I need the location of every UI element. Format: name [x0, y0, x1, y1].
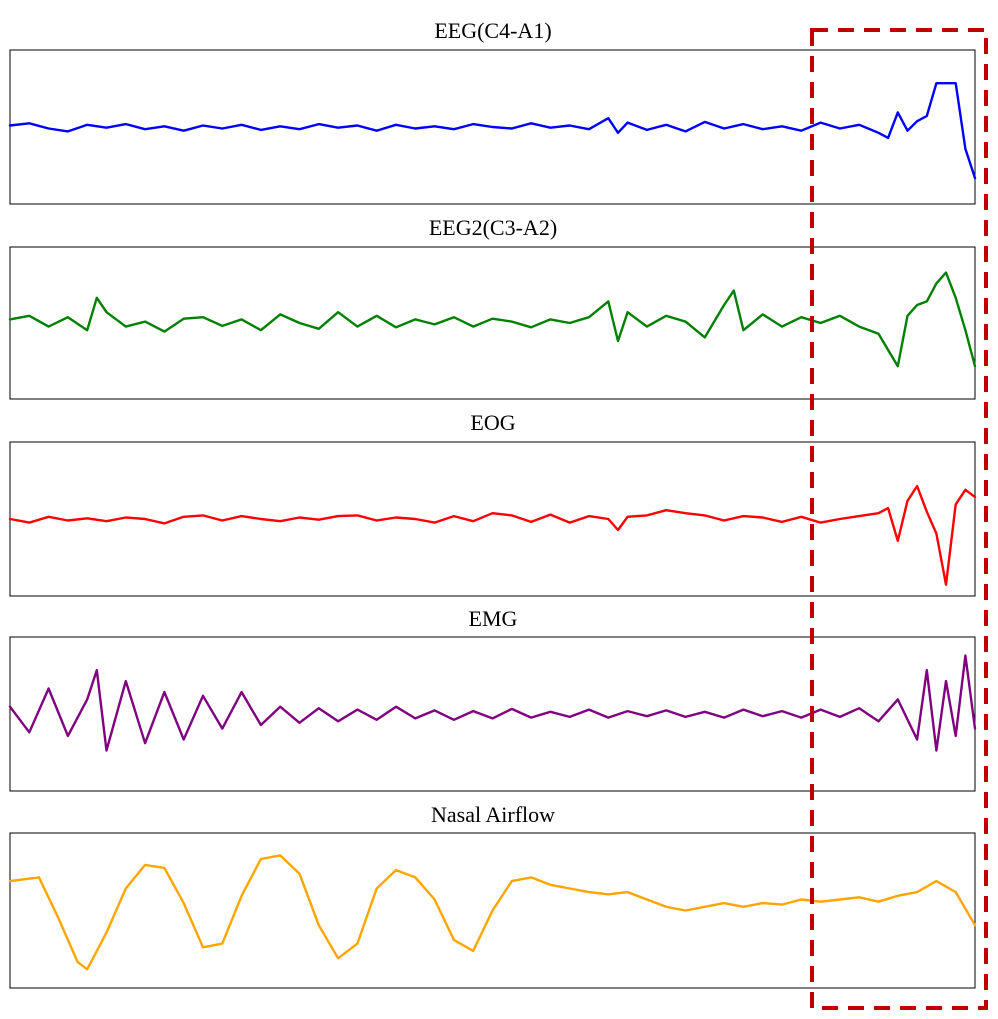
panel-nasal-airflow: Nasal Airflow	[8, 802, 977, 989]
panel-frame	[9, 441, 976, 597]
panel-emg: EMG	[8, 606, 977, 792]
panel-title: EMG	[469, 606, 518, 631]
signal-trace	[8, 654, 977, 752]
highlight-box	[810, 28, 988, 1010]
panel-title: Nasal Airflow	[431, 802, 555, 827]
panel-eeg2-c3-a2: EEG2(C3-A2)	[8, 215, 977, 400]
panel-title: EOG	[470, 410, 515, 435]
signal-trace	[8, 271, 977, 368]
panel-title: EEG(C4-A1)	[434, 18, 551, 43]
panel-frame	[9, 246, 976, 400]
panel-eeg-c4-a1: EEG(C4-A1)	[8, 18, 977, 205]
panel-title: EEG2(C3-A2)	[429, 215, 557, 240]
signal-trace	[8, 854, 977, 971]
panel-frame	[9, 636, 976, 792]
signal-trace	[8, 484, 977, 586]
signal-trace	[8, 82, 977, 180]
panel-eog: EOG	[8, 410, 977, 597]
